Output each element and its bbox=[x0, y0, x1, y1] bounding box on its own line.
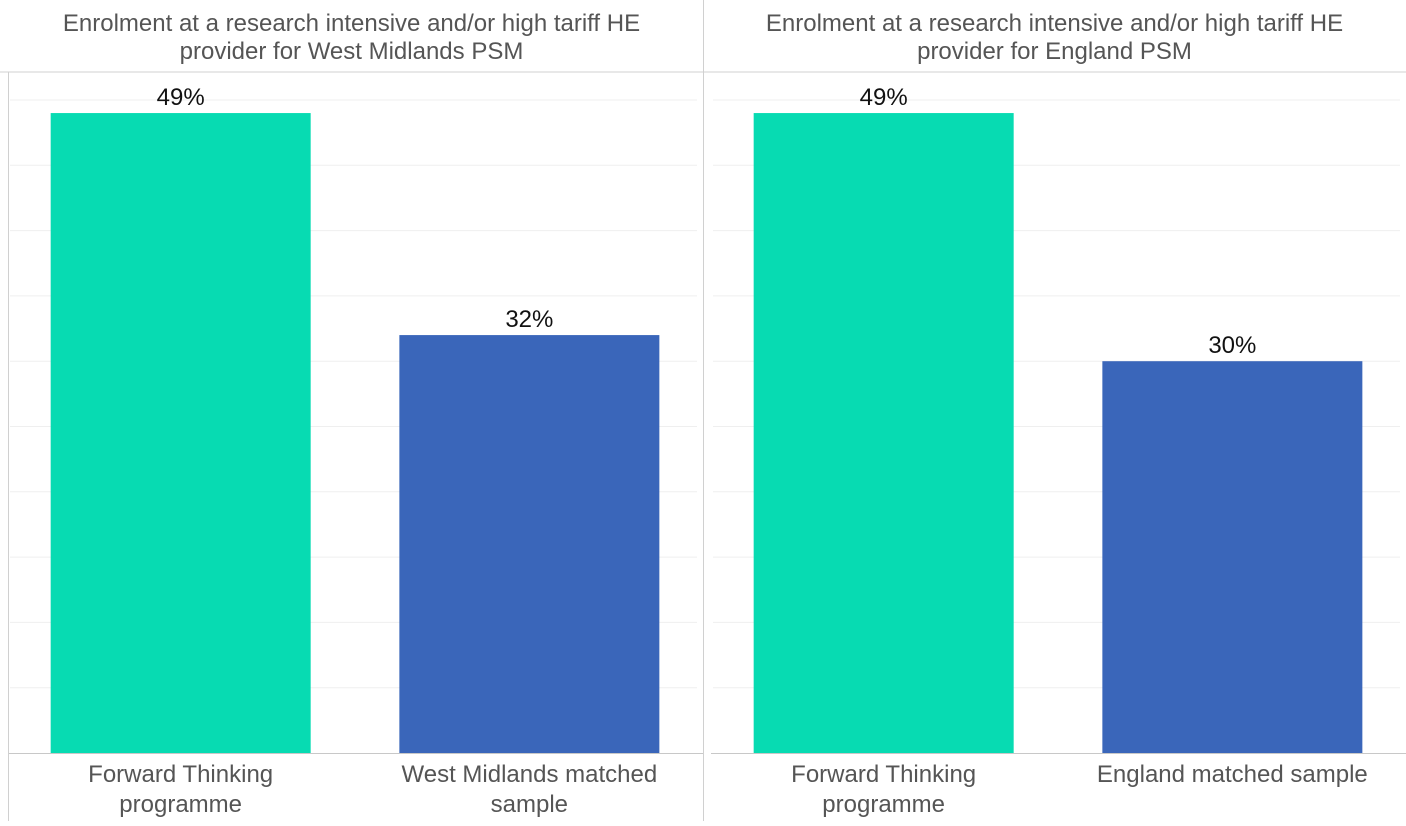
chart-panel-1: Enrolment at a research intensive and/or… bbox=[0, 10, 703, 821]
data-label: 49% bbox=[860, 84, 908, 111]
chart-panel-2: Enrolment at a research intensive and/or… bbox=[703, 0, 1406, 821]
category-label: sample bbox=[491, 791, 568, 818]
chart-title-line: Enrolment at a research intensive and/or… bbox=[766, 10, 1343, 37]
bar bbox=[1102, 361, 1363, 753]
category-label: programme bbox=[119, 791, 242, 818]
data-label: 32% bbox=[505, 306, 553, 333]
chart-title-line: Enrolment at a research intensive and/or… bbox=[63, 10, 640, 37]
bar bbox=[753, 113, 1014, 753]
category-label: programme bbox=[822, 791, 945, 818]
data-label: 49% bbox=[157, 84, 205, 111]
chart-title-line: provider for West Midlands PSM bbox=[180, 38, 524, 65]
data-label: 30% bbox=[1208, 332, 1256, 359]
category-label: Forward Thinking bbox=[791, 761, 976, 788]
bar bbox=[50, 113, 311, 753]
category-label: Forward Thinking bbox=[88, 761, 273, 788]
bar bbox=[399, 335, 660, 753]
category-label: West Midlands matched bbox=[402, 761, 658, 788]
chart-title-line: provider for England PSM bbox=[917, 38, 1192, 65]
category-label: England matched sample bbox=[1097, 761, 1368, 788]
